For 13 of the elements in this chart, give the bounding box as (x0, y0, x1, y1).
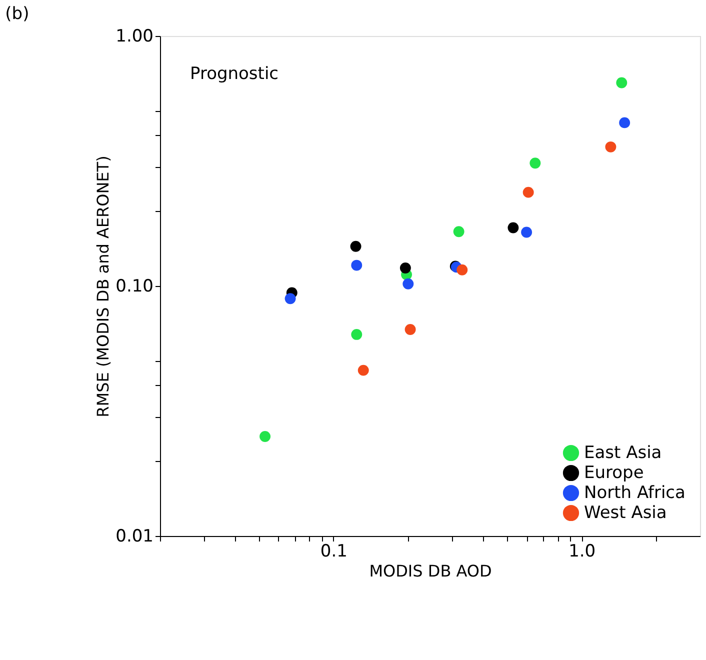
x-tick-label: 0.1 (320, 542, 348, 562)
legend-label: Europe (584, 463, 644, 483)
y-tick-label: 1.00 (116, 26, 154, 46)
legend-label: East Asia (584, 443, 662, 463)
y-tick-label: 0.01 (116, 526, 154, 546)
y-tick-label: 0.10 (116, 276, 154, 296)
y-axis-title: RMSE (MODIS DB and AERONET) (94, 156, 113, 418)
text: (b) (5, 4, 30, 24)
legend-label: North Africa (584, 483, 686, 503)
x-axis-title: MODIS DB AOD (369, 562, 492, 580)
annotation: Prognostic (190, 64, 279, 84)
x-tick-label: 1.0 (568, 542, 596, 562)
legend-label: West Asia (584, 503, 667, 523)
